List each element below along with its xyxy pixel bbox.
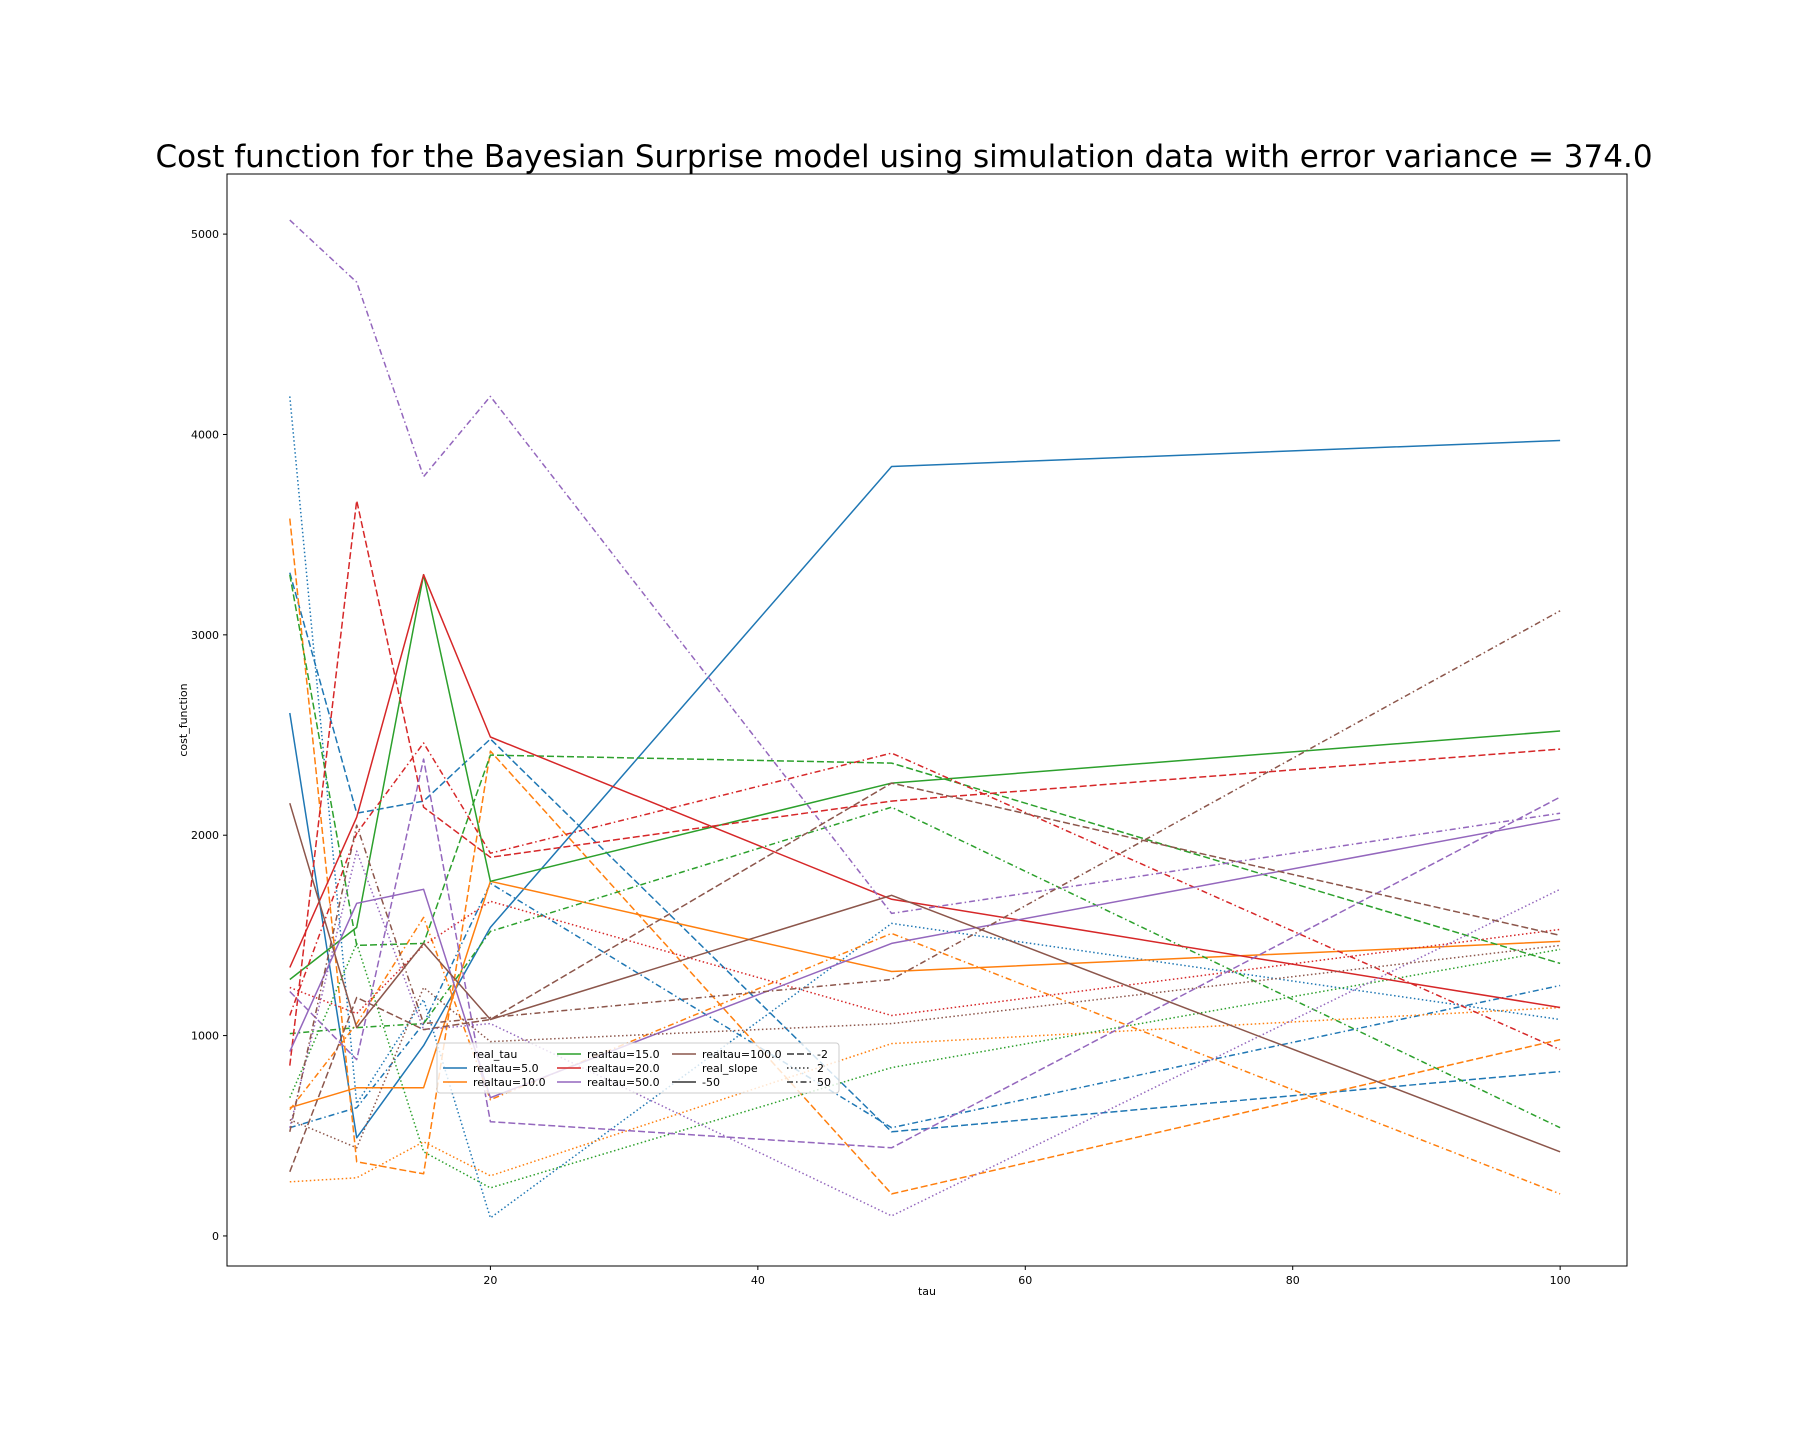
y-tick-label: 1000 (191, 1030, 219, 1043)
series-line-realtau-5.0-slope--50 (289, 439, 1561, 1139)
x-tick-label: 60 (1018, 1274, 1032, 1287)
legend-label: 2 (817, 1062, 824, 1075)
series-layer (289, 219, 1561, 1219)
legend-label: 50 (817, 1076, 831, 1089)
legend-box (436, 1042, 840, 1094)
chart-title: Cost function for the Bayesian Surprise … (155, 139, 1652, 175)
y-tick-label: 2000 (191, 829, 219, 842)
x-tick-label: 40 (751, 1274, 765, 1287)
series-line-realtau-20.0-slope--50 (289, 573, 1561, 1009)
series-line-realtau-100.0-slope--2 (289, 782, 1561, 1173)
legend-label: realtau=10.0 (473, 1076, 546, 1089)
series-line-realtau-10.0-slope--2 (289, 518, 1561, 1195)
y-tick-label: 0 (212, 1230, 219, 1243)
legend-label: -2 (817, 1048, 828, 1061)
series-line-realtau-10.0-slope-50 (289, 916, 1561, 1195)
series-line-realtau-5.0-slope--2 (289, 572, 1561, 1133)
series-line-realtau-50.0-slope-2 (289, 850, 1561, 1217)
y-tick-label: 4000 (191, 428, 219, 441)
series-line-realtau-10.0-slope--50 (289, 880, 1561, 1109)
series-line-realtau-50.0-slope--50 (289, 818, 1561, 1099)
legend-label: realtau=15.0 (587, 1048, 660, 1061)
series-line-realtau-20.0-slope--2 (289, 499, 1561, 1066)
y-tick-label: 5000 (191, 228, 219, 241)
series-line-realtau-15.0-slope--50 (289, 573, 1561, 981)
series-line-realtau-20.0-slope-2 (289, 900, 1561, 1017)
series-line-realtau-15.0-slope--2 (289, 574, 1561, 965)
series-line-realtau-15.0-slope-2 (289, 942, 1561, 1189)
legend-header: real_slope (702, 1062, 758, 1075)
legend-label: realtau=100.0 (702, 1048, 782, 1061)
series-line-realtau-100.0-slope-50 (289, 610, 1561, 1132)
series-line-realtau-100.0-slope-2 (289, 944, 1561, 1149)
series-line-realtau-100.0-slope--50 (289, 802, 1561, 1153)
plot-frame (226, 173, 1628, 1267)
legend-label: -50 (702, 1076, 720, 1089)
y-tick-label: 3000 (191, 629, 219, 642)
x-tick-label: 80 (1286, 1274, 1300, 1287)
legend-label: realtau=5.0 (473, 1062, 539, 1075)
series-line-realtau-50.0-slope-50 (289, 219, 1561, 915)
series-line-realtau-5.0-slope-50 (289, 882, 1561, 1129)
x-axis-label: tau (918, 1285, 936, 1298)
legend-label: realtau=20.0 (587, 1062, 660, 1075)
x-tick-label: 20 (483, 1274, 497, 1287)
x-tick-label: 100 (1550, 1274, 1571, 1287)
legend-label: realtau=50.0 (587, 1076, 660, 1089)
series-line-realtau-5.0-slope-2 (289, 396, 1561, 1219)
series-line-realtau-10.0-slope-2 (289, 1006, 1561, 1183)
y-axis-label: cost_function (177, 683, 190, 756)
legend-header: real_tau (473, 1048, 517, 1061)
